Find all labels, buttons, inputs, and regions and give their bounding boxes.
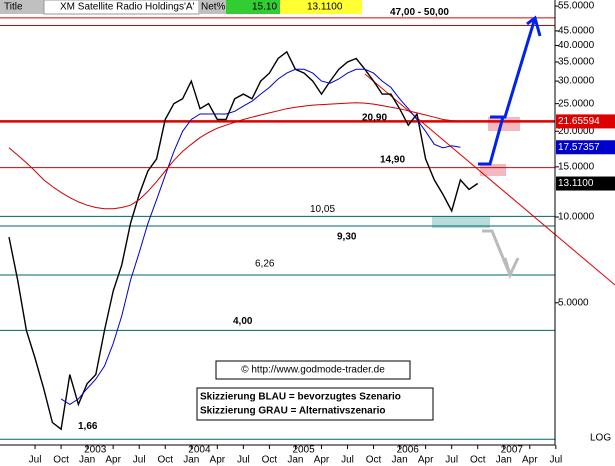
x-tick-label: Jan <box>496 455 512 466</box>
y-tick-label: 30.0000 <box>558 76 595 87</box>
x-tick-label: Jul <box>549 455 562 466</box>
x-tick-label: Oct <box>157 455 173 466</box>
y-tick-label: 55.0000 <box>558 1 595 12</box>
note: Skizzierung BLAU = bevorzugtes Szenario <box>200 392 401 403</box>
header-box <box>226 0 280 14</box>
x-tick-label: Jan <box>79 455 95 466</box>
header-box <box>199 0 226 14</box>
note-box <box>196 387 434 421</box>
year-label: 2005 <box>292 445 315 456</box>
y-tick-label: 15.0000 <box>558 161 595 172</box>
year-label: 2004 <box>188 445 211 456</box>
x-tick-label: Oct <box>470 455 486 466</box>
y-tick-label: 20.0000 <box>558 126 595 137</box>
annotation: 6,26 <box>255 259 275 270</box>
source: © http://www.godmode-trader.de <box>241 365 385 376</box>
annotation: 4,00 <box>233 316 253 327</box>
x-tick-label: Jul <box>445 455 458 466</box>
y-tick-label: 35.0000 <box>558 57 595 68</box>
year-label: 2003 <box>84 445 107 456</box>
price-label-box <box>556 140 615 155</box>
x-tick-label: Jul <box>133 455 146 466</box>
header-box <box>0 0 44 14</box>
x-tick-label: Jul <box>237 455 250 466</box>
y-tick-label: 45.0000 <box>558 26 595 37</box>
price-label-box <box>556 176 615 191</box>
x-tick-label: Apr <box>314 455 330 466</box>
note: Skizzierung GRAU = Alternativszenario <box>200 406 386 417</box>
scenario-grey <box>482 229 512 276</box>
arrow-head <box>503 257 520 280</box>
y-tick-label: 10.0000 <box>558 212 595 223</box>
header-net: Net% <box>201 2 226 13</box>
year-label: 2006 <box>397 445 420 456</box>
year-label: 2007 <box>501 445 524 456</box>
x-tick-label: Apr <box>105 455 121 466</box>
y-tick-label: 25.0000 <box>558 98 595 109</box>
price-label-box <box>556 114 615 129</box>
annotation: 47,00 - 50,00 <box>390 7 449 18</box>
y-tick-label: 40.0000 <box>558 40 595 51</box>
x-tick-label: Oct <box>262 455 278 466</box>
x-tick-label: Apr <box>210 455 226 466</box>
header-box <box>280 0 362 14</box>
x-tick-label: Jan <box>287 455 303 466</box>
annotation: 20,90 <box>362 112 387 123</box>
series-line <box>60 68 461 405</box>
header-title: XM Satellite Radio Holdings'A' <box>60 2 195 13</box>
header-value: 13.1100 <box>307 2 343 13</box>
zone <box>432 216 490 228</box>
x-tick-label: Apr <box>418 455 434 466</box>
annotation: 10,05 <box>310 204 335 215</box>
arrow-head <box>526 15 542 37</box>
annotation: 9,30 <box>337 232 357 243</box>
x-tick-label: Jul <box>341 455 354 466</box>
annotation: 1,66 <box>78 421 98 432</box>
scenario-blue <box>478 17 537 166</box>
scale-label: LOG <box>590 433 611 444</box>
source-box <box>215 360 411 380</box>
series-line <box>8 102 461 210</box>
annotation: 14,90 <box>380 154 405 165</box>
zone <box>488 117 520 131</box>
zone <box>480 164 506 176</box>
price-label: 21.65594 <box>558 116 600 127</box>
price-label: 17.57357 <box>558 142 600 153</box>
price-label: 13.1100 <box>558 178 594 189</box>
x-tick-label: Jan <box>183 455 199 466</box>
x-tick-label: Oct <box>366 455 382 466</box>
x-tick-label: Jan <box>392 455 408 466</box>
x-tick-label: Jul <box>29 455 42 466</box>
y-tick-label: 5.0000 <box>558 297 589 308</box>
x-tick-label: Apr <box>522 455 538 466</box>
header-label: Title <box>4 2 23 13</box>
trend-line <box>364 73 615 286</box>
header-value: 15.10 <box>252 2 277 13</box>
x-tick-label: Oct <box>53 455 69 466</box>
